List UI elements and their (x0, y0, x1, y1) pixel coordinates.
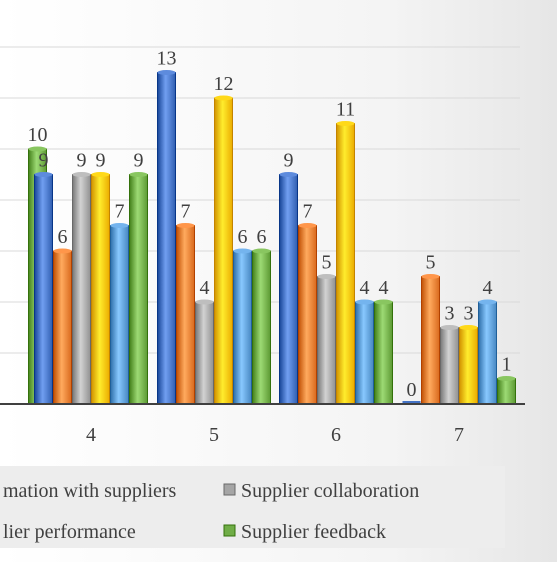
data-label: 3 (445, 303, 455, 325)
data-label: 11 (336, 99, 355, 121)
data-label: 7 (115, 201, 125, 223)
legend-label: Supplier collaboration (241, 480, 419, 502)
bar (317, 276, 336, 405)
bar-cap (317, 274, 336, 279)
bar (129, 174, 148, 405)
data-label: 7 (303, 201, 313, 223)
data-label: 4 (483, 277, 493, 299)
data-label: 3 (464, 303, 474, 325)
bar (53, 250, 72, 405)
bar-cap (129, 172, 148, 177)
bar (478, 301, 497, 405)
data-label: 9 (284, 150, 294, 172)
bar (233, 250, 252, 405)
bar-cap (233, 248, 252, 254)
bar-cap (279, 172, 298, 177)
data-label: 13 (157, 48, 177, 70)
bar-cap (214, 95, 233, 101)
bar-cap (252, 248, 271, 254)
bar-cap (374, 299, 393, 305)
bar-cap (72, 172, 91, 177)
bar-cap (336, 121, 355, 126)
bar (157, 72, 176, 405)
bar-cap (53, 248, 72, 254)
bar (355, 301, 374, 405)
data-label: 6 (238, 226, 248, 248)
data-label: 4 (200, 277, 210, 299)
data-label: 9 (134, 150, 144, 172)
bar-cap (195, 299, 214, 305)
bar-cap (478, 299, 497, 305)
bar (497, 378, 516, 405)
data-label: 5 (322, 252, 332, 274)
bar (279, 174, 298, 405)
x-tick-label: 5 (209, 424, 219, 446)
data-label: 6 (58, 226, 68, 248)
bar-cap (91, 172, 110, 177)
data-label: 12 (214, 73, 234, 95)
x-tick-labels: 4 5 6 7 (86, 424, 464, 446)
bar (459, 327, 478, 405)
data-label: 4 (379, 277, 389, 299)
data-labels: 910969979137412669751144053341 (28, 48, 512, 402)
bar (91, 174, 110, 405)
bar (214, 97, 233, 405)
bar-cap (28, 146, 47, 152)
data-label: 4 (360, 277, 370, 299)
data-label: 9 (39, 150, 49, 172)
bar (110, 225, 129, 405)
x-tick-label: 4 (86, 424, 96, 446)
bar (72, 174, 91, 405)
bar (34, 174, 53, 405)
bar (298, 225, 317, 405)
legend-label: Supplier feedback (241, 521, 386, 543)
legend-background (0, 466, 505, 548)
data-label: 7 (181, 201, 191, 223)
data-label: 9 (96, 150, 106, 172)
legend-swatch (223, 483, 236, 496)
data-label: 10 (28, 124, 48, 146)
bar-cap (440, 325, 459, 330)
bar-cap (157, 70, 176, 75)
bar (374, 301, 393, 405)
legend-label: mation with suppliers (3, 480, 177, 502)
bar (252, 250, 271, 405)
legend-swatch (223, 524, 236, 537)
legend-label: lier performance (3, 521, 136, 543)
bar-cap (421, 274, 440, 279)
x-tick-label: 6 (331, 424, 341, 446)
x-tick-label: 7 (454, 424, 464, 446)
bar (176, 225, 195, 405)
data-label: 6 (257, 226, 267, 248)
data-label: 9 (77, 150, 87, 172)
bar (336, 123, 355, 405)
bar-cap (34, 172, 53, 177)
bar-cap (459, 325, 478, 330)
bar (195, 301, 214, 405)
data-label: 5 (426, 252, 436, 274)
bar (421, 276, 440, 405)
bar (440, 327, 459, 405)
bar-cap (497, 376, 516, 381)
bar-cap (176, 223, 195, 228)
bar-cap (110, 223, 129, 228)
legend: mation with suppliers Supplier collaborat… (3, 480, 419, 543)
bars-layer (28, 70, 516, 405)
data-label: 0 (407, 379, 417, 401)
bar-cap (298, 223, 317, 228)
data-label: 1 (502, 354, 512, 376)
bar-cap (355, 299, 374, 305)
bar (402, 401, 421, 404)
